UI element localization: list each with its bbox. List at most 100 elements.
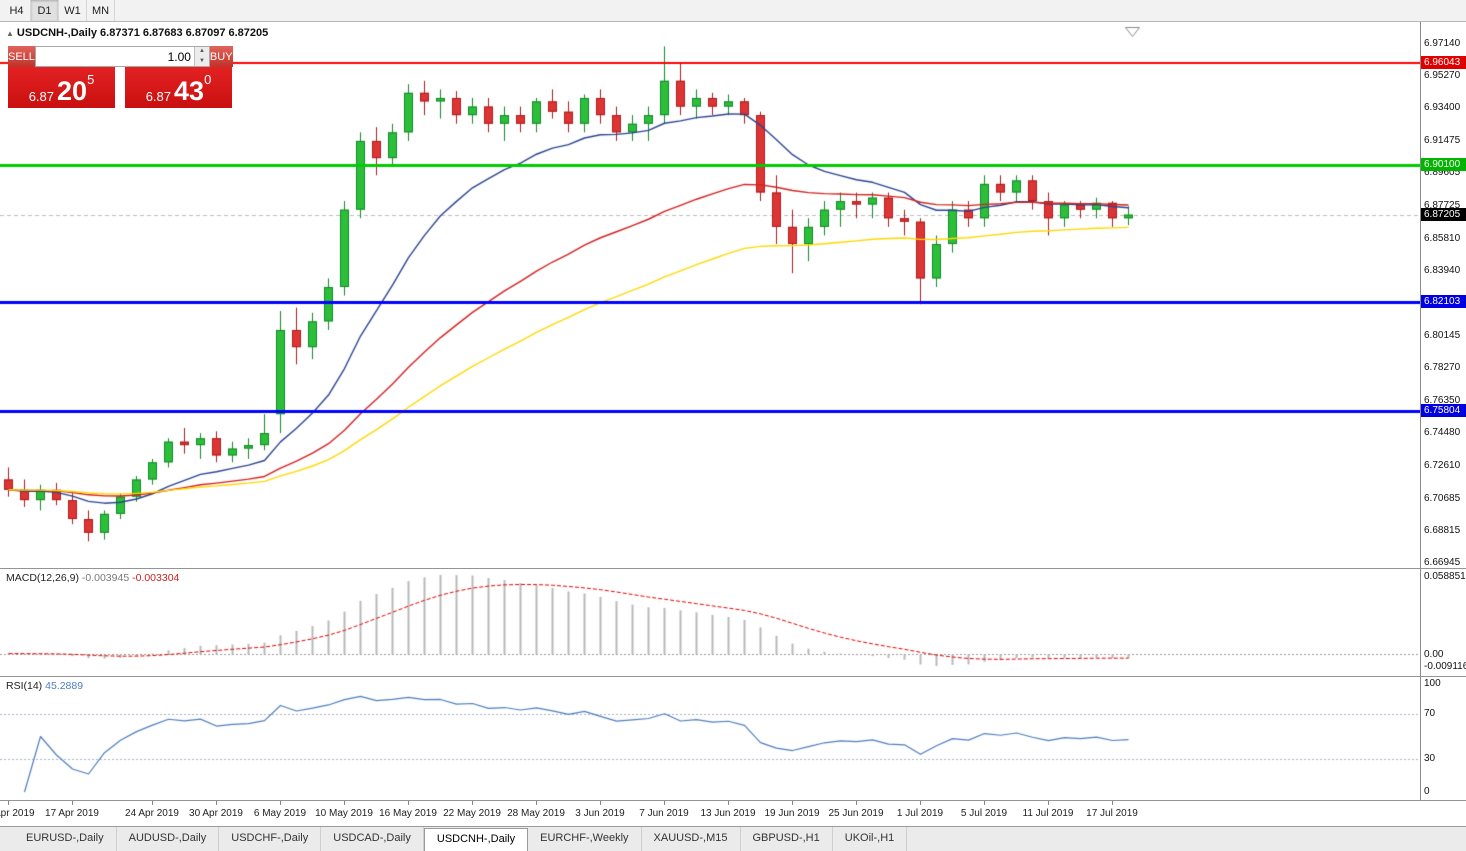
date-label: 19 Jun 2019 xyxy=(764,808,820,819)
price-chart-panel: 6.97140 6.95270 6.93400 6.91475 6.89605 6.877… xyxy=(0,22,1466,568)
date-label: 10 May 2019 xyxy=(315,808,373,819)
volume-up-button[interactable]: ▲ xyxy=(194,47,209,57)
timeframe-button-mn[interactable]: MN xyxy=(87,0,116,21)
price-tick: 6.72610 xyxy=(1424,459,1461,471)
macd-scale[interactable]: 0.058851 0.00 -0.009116 xyxy=(1420,569,1466,676)
sell-price-display[interactable]: 6.87 20 5 xyxy=(8,67,115,108)
volume-spinner: ▲ ▼ xyxy=(193,47,209,66)
date-label: 17 Jul 2019 xyxy=(1086,808,1138,819)
time-tick xyxy=(152,801,153,805)
macd-axis-label: 0.058851 xyxy=(1424,571,1466,582)
macd-axis-label: -0.009116 xyxy=(1424,661,1466,672)
rsi-label: RSI(14) 45.2889 xyxy=(6,680,83,692)
price-tick: 6.74480 xyxy=(1424,427,1461,439)
time-tick xyxy=(1048,801,1049,805)
time-tick xyxy=(280,801,281,805)
price-tick: 6.97140 xyxy=(1424,37,1461,49)
rsi-axis-label: 0 xyxy=(1424,786,1430,797)
price-tick: 6.95270 xyxy=(1424,70,1461,82)
timeframe-button-h4[interactable]: H4 xyxy=(3,0,31,21)
one-click-trade-panel: SELL ▲ ▼ BUY 6.87 20 5 6.87 xyxy=(8,46,233,108)
macd-main-value: -0.003945 xyxy=(81,572,130,584)
buy-price-pip: 0 xyxy=(204,72,212,87)
chart-tab-xauusd-m15[interactable]: XAUUSD-,M15 xyxy=(642,827,741,851)
date-label: 16 May 2019 xyxy=(379,808,437,819)
chart-tab-audusd-daily[interactable]: AUDUSD-,Daily xyxy=(117,827,220,851)
rsi-canvas[interactable] xyxy=(0,677,1420,800)
time-tick xyxy=(920,801,921,805)
date-label: 11 Jul 2019 xyxy=(1022,808,1074,819)
chart-tab-ukoil-h1[interactable]: UKOil-,H1 xyxy=(833,827,908,851)
price-scale[interactable]: 6.97140 6.95270 6.93400 6.91475 6.89605 6.877… xyxy=(1420,22,1466,568)
chart-tab-usdcad-daily[interactable]: USDCAD-,Daily xyxy=(321,827,424,851)
buy-price-display[interactable]: 6.87 43 0 xyxy=(125,67,232,108)
time-tick xyxy=(72,801,73,805)
volume-input[interactable] xyxy=(35,47,194,66)
price-tick: 6.80145 xyxy=(1424,330,1461,342)
price-tick: 6.68815 xyxy=(1424,524,1461,536)
chart-tab-usdcnh-daily[interactable]: USDCNH-,Daily xyxy=(423,828,529,851)
chart-tab-gbpusd-h1[interactable]: GBPUSD-,H1 xyxy=(741,827,833,851)
time-tick xyxy=(792,801,793,805)
sell-price-big: 20 xyxy=(57,76,88,107)
date-label: 13 Jun 2019 xyxy=(700,808,756,819)
macd-canvas[interactable] xyxy=(0,569,1420,676)
price-tick: 6.91475 xyxy=(1424,135,1461,147)
time-tick xyxy=(728,801,729,805)
date-label: 5 Jul 2019 xyxy=(960,808,1008,819)
rsi-indicator-panel: 100 70 30 0 RSI(14) 45.2889 xyxy=(0,676,1466,800)
date-label: 22 May 2019 xyxy=(443,808,501,819)
rsi-scale[interactable]: 100 70 30 0 xyxy=(1420,677,1466,800)
timeframe-button-w1[interactable]: W1 xyxy=(59,0,87,21)
price-chart-canvas[interactable] xyxy=(0,22,1420,568)
rsi-value: 45.2889 xyxy=(45,680,84,692)
chart-tab-eurchf-weekly[interactable]: EURCHF-,Weekly xyxy=(528,827,642,851)
macd-indicator-panel: 0.058851 0.00 -0.009116 MACD(12,26,9) -0.0… xyxy=(0,568,1466,676)
mid-level-badge: 6.90100 xyxy=(1421,157,1466,171)
time-tick xyxy=(536,801,537,805)
timeframe-toolbar: H4 D1 W1 MN xyxy=(0,0,1466,22)
price-tick: 6.93400 xyxy=(1424,102,1461,114)
chart-marker-icon: ▲ xyxy=(6,29,14,38)
time-tick xyxy=(984,801,985,805)
resistance-level-badge: 6.96043 xyxy=(1421,55,1466,69)
price-tick: 6.83940 xyxy=(1424,264,1461,276)
price-tick: 6.85810 xyxy=(1424,232,1461,244)
time-tick xyxy=(856,801,857,805)
date-label: 30 Apr 2019 xyxy=(189,808,243,819)
date-label: 7 Jun 2019 xyxy=(639,808,689,819)
chart-title-text: USDCNH-,Daily 6.87371 6.87683 6.87097 6.… xyxy=(16,27,269,39)
support-level-badge: 6.82103 xyxy=(1421,295,1466,309)
sell-button[interactable]: SELL xyxy=(8,46,35,67)
date-label: 17 Apr 2019 xyxy=(45,808,99,819)
price-tick: 6.70685 xyxy=(1424,492,1461,504)
timeframe-button-d1[interactable]: D1 xyxy=(31,0,59,21)
time-scale[interactable]: 11 Apr 2019 17 Apr 2019 24 Apr 2019 30 Apr … xyxy=(0,800,1466,826)
rsi-axis-label: 70 xyxy=(1424,708,1436,720)
volume-field: ▲ ▼ xyxy=(34,46,210,67)
time-tick xyxy=(472,801,473,805)
buy-price-prefix: 6.87 xyxy=(145,89,172,105)
macd-signal-value: -0.003304 xyxy=(132,572,180,584)
buy-price-big: 43 xyxy=(174,76,205,107)
buy-button[interactable]: BUY xyxy=(209,46,233,67)
rsi-name: RSI(14) xyxy=(6,680,43,692)
time-tick xyxy=(216,801,217,805)
time-tick xyxy=(1112,801,1113,805)
date-label: 25 Jun 2019 xyxy=(828,808,884,819)
chart-tab-bar: EURUSD-,Daily AUDUSD-,Daily USDCHF-,Daily U… xyxy=(0,826,1466,851)
time-tick xyxy=(664,801,665,805)
chart-title: ▲ USDCNH-,Daily 6.87371 6.87683 6.87097 6… xyxy=(6,27,268,39)
volume-down-button[interactable]: ▼ xyxy=(194,56,209,66)
time-tick xyxy=(8,801,9,805)
time-tick xyxy=(408,801,409,805)
rsi-axis-label: 30 xyxy=(1424,752,1436,764)
price-tick: 6.66945 xyxy=(1424,556,1461,568)
price-tick: 6.87725 xyxy=(1424,199,1461,211)
price-tick: 6.78270 xyxy=(1424,362,1461,374)
time-tick xyxy=(344,801,345,805)
date-label: 11 Apr 2019 xyxy=(0,808,35,819)
chart-tab-usdchf-daily[interactable]: USDCHF-,Daily xyxy=(219,827,322,851)
chart-tab-eurusd-daily[interactable]: EURUSD-,Daily xyxy=(14,827,117,851)
